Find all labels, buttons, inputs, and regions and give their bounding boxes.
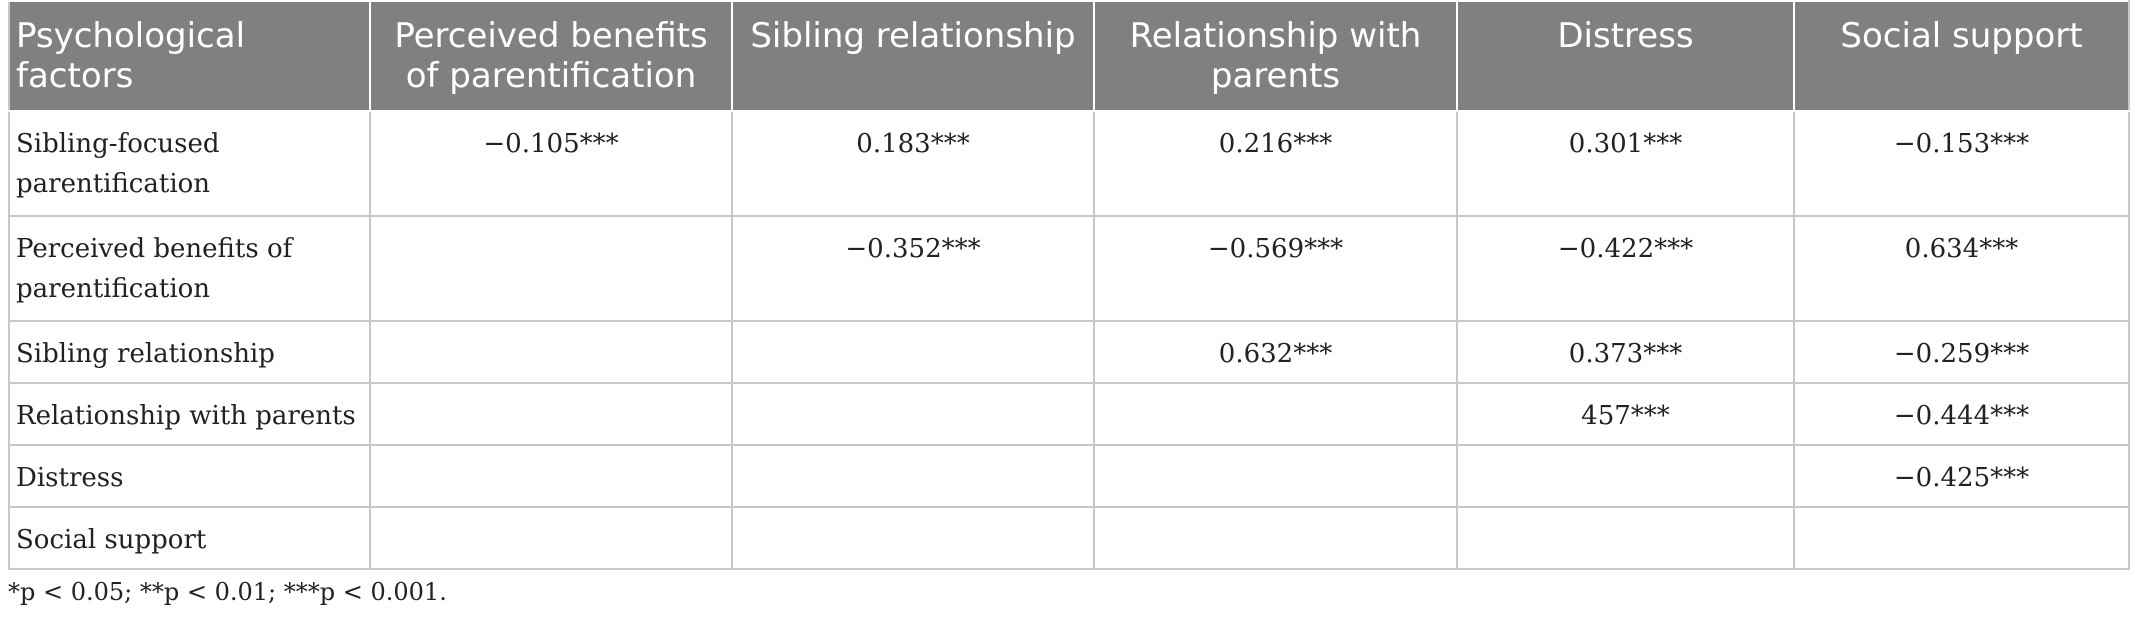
- table-cell: [731, 444, 1095, 508]
- header-cell: Distress: [1456, 0, 1795, 112]
- table-cell: [1456, 506, 1795, 570]
- row-label: Social support: [8, 506, 371, 570]
- table-cell: [369, 444, 733, 508]
- table-row: Perceived benefits of parentification −0…: [8, 215, 2130, 322]
- header-cell: Perceived benefits of parentification: [369, 0, 733, 112]
- header-cell: Relationship with parents: [1093, 0, 1458, 112]
- table-cell: 0.301***: [1456, 110, 1795, 217]
- table-body: Sibling-focused parentification −0.105**…: [8, 110, 2130, 570]
- table-cell: [369, 506, 733, 570]
- row-label: Sibling relationship: [8, 320, 371, 384]
- table-cell: [369, 215, 733, 322]
- table-cell: [731, 320, 1095, 384]
- table-cell: −0.259***: [1793, 320, 2130, 384]
- table-cell: [731, 506, 1095, 570]
- row-label: Perceived benefits of parentification: [8, 215, 371, 322]
- table-row: Distress −0.425***: [8, 444, 2130, 508]
- table-footnote: *p < 0.05; **p < 0.01; ***p < 0.001.: [8, 578, 447, 606]
- table-cell: [1456, 444, 1795, 508]
- row-label: Distress: [8, 444, 371, 508]
- table-cell: [1793, 506, 2130, 570]
- table-cell: [369, 320, 733, 384]
- table-row: Sibling-focused parentification −0.105**…: [8, 110, 2130, 217]
- table-cell: [1093, 444, 1458, 508]
- table-cell: −0.153***: [1793, 110, 2130, 217]
- table-cell: [731, 382, 1095, 446]
- table-cell: 0.634***: [1793, 215, 2130, 322]
- table-cell: −0.352***: [731, 215, 1095, 322]
- table-cell: 457***: [1456, 382, 1795, 446]
- table-header: Psychological factors Perceived benefits…: [8, 0, 2130, 112]
- table-row: Sibling relationship 0.632*** 0.373*** −…: [8, 320, 2130, 384]
- table-cell: −0.105***: [369, 110, 733, 217]
- header-cell: Social support: [1793, 0, 2130, 112]
- table-row: Relationship with parents 457*** −0.444*…: [8, 382, 2130, 446]
- table-cell: [369, 382, 733, 446]
- header-cell: Sibling relationship: [731, 0, 1095, 112]
- row-label: Relationship with parents: [8, 382, 371, 446]
- table-cell: −0.569***: [1093, 215, 1458, 322]
- table-cell: 0.183***: [731, 110, 1095, 217]
- table-cell: −0.422***: [1456, 215, 1795, 322]
- row-label: Sibling-focused parentification: [8, 110, 371, 217]
- table-cell: −0.444***: [1793, 382, 2130, 446]
- table-cell: 0.216***: [1093, 110, 1458, 217]
- correlation-table: Psychological factors Perceived benefits…: [8, 0, 2130, 570]
- table-cell: −0.425***: [1793, 444, 2130, 508]
- header-row: Psychological factors Perceived benefits…: [8, 0, 2130, 112]
- table-cell: [1093, 382, 1458, 446]
- table-cell: 0.373***: [1456, 320, 1795, 384]
- table-cell: [1093, 506, 1458, 570]
- table-cell: 0.632***: [1093, 320, 1458, 384]
- table-row: Social support: [8, 506, 2130, 570]
- header-cell: Psychological factors: [8, 0, 371, 112]
